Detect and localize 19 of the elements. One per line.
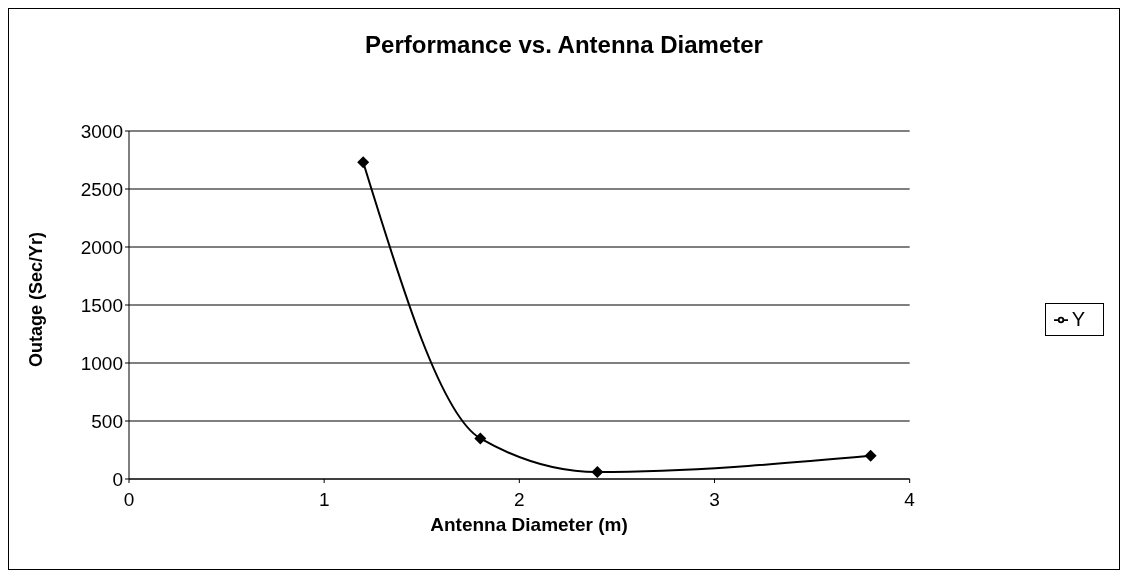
y-tick-label: 1000 (80, 352, 123, 374)
chart-title: Performance vs. Antenna Diameter (364, 31, 764, 59)
x-axis-title: Antenna Diameter (m) (429, 514, 629, 536)
x-tick-label: 2 (514, 489, 525, 511)
legend-label: Y (1071, 307, 1085, 330)
point (474, 432, 487, 445)
y-tick-label: 3000 (80, 120, 123, 142)
x-tick-label: 3 (709, 489, 720, 511)
y-axis-title: Outage (Sec/Yr) (26, 231, 48, 367)
y-tick-label: 2500 (80, 178, 123, 200)
y-tick-label: 2000 (80, 236, 123, 258)
y-tick-label: 0 (112, 468, 123, 490)
point (864, 449, 877, 462)
point (357, 156, 370, 169)
y-tick-label: 500 (91, 410, 123, 432)
y-tick-label: 1500 (80, 294, 123, 316)
point (591, 466, 604, 479)
x-tick-label: 4 (904, 489, 916, 511)
x-tick-label: 1 (318, 489, 330, 511)
